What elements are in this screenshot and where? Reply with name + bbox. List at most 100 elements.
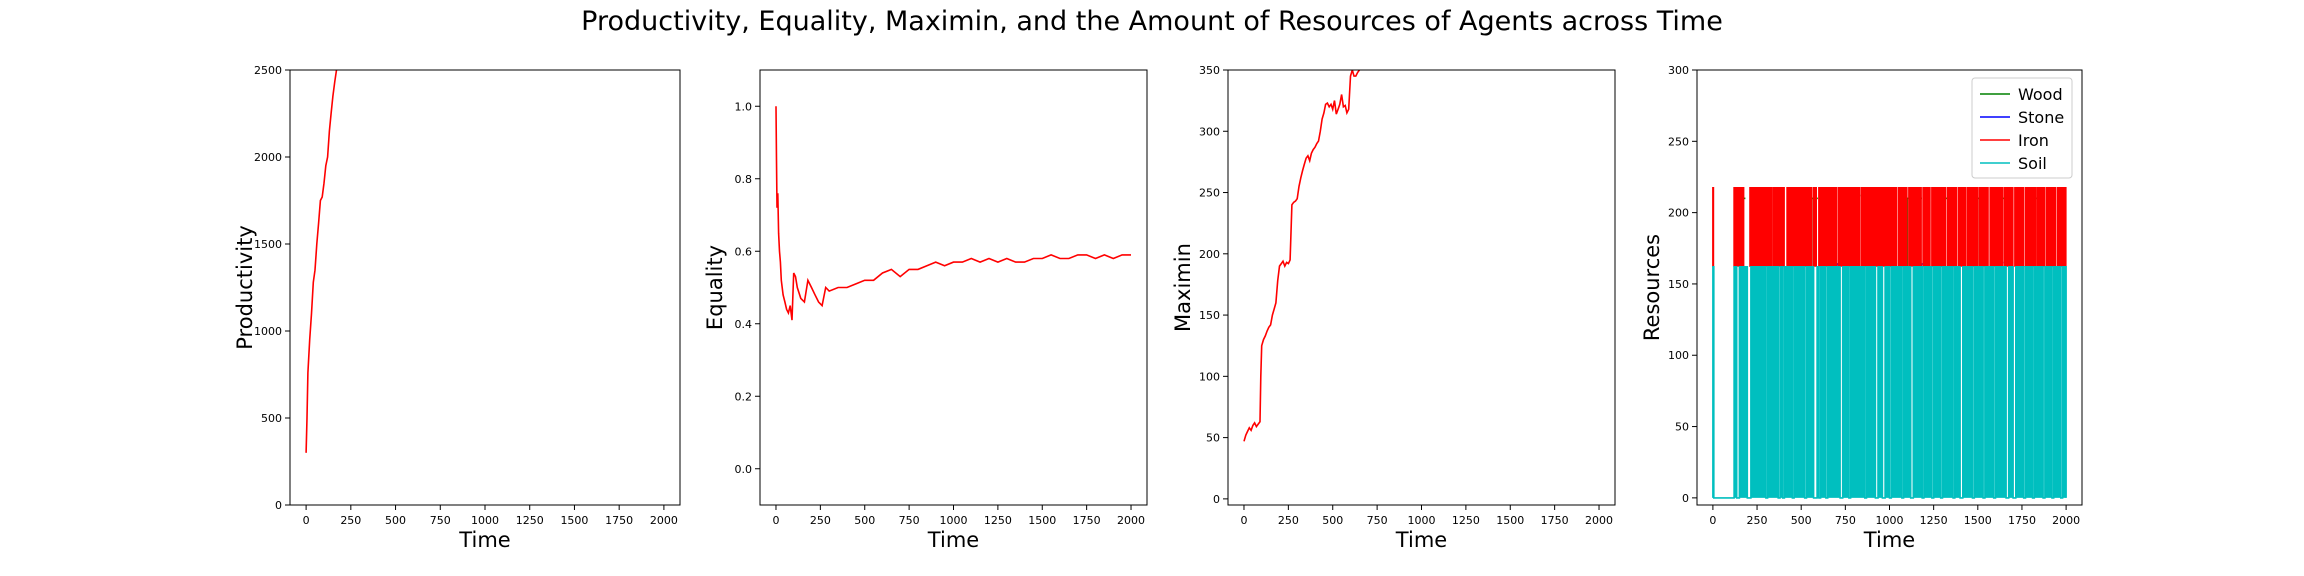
x-tick-label: 250	[340, 514, 361, 527]
x-tick-label: 1500	[1028, 514, 1056, 527]
iron-burst	[1947, 186, 1958, 267]
soil-block	[2034, 266, 2044, 498]
figure-title: Productivity, Equality, Maximin, and the…	[581, 6, 1723, 37]
legend-label-soil: Soil	[2018, 154, 2047, 173]
x-tick-label: 750	[1835, 514, 1856, 527]
soil-block	[1913, 266, 1923, 498]
iron-burst	[1989, 186, 2004, 267]
x-tick-label: 1500	[560, 514, 588, 527]
soil-block	[2044, 266, 2052, 498]
x-tick-label: 1250	[516, 514, 544, 527]
iron-burst	[2024, 186, 2037, 267]
y-tick-label: 350	[1199, 64, 1220, 77]
x-tick-label: 1000	[940, 514, 968, 527]
soil-block	[1885, 266, 1890, 498]
soil-block	[1734, 266, 1737, 498]
soil-block	[1923, 266, 1932, 498]
soil-block	[1954, 266, 1961, 498]
y-tick-label: 200	[1668, 207, 1689, 220]
y-tick-label: 0	[1213, 493, 1220, 506]
x-tick-label: 750	[899, 514, 920, 527]
plot-area	[305, 70, 338, 453]
x-tick-label: 1000	[471, 514, 499, 527]
x-tick-label: 0	[303, 514, 310, 527]
x-tick-label: 1250	[1920, 514, 1948, 527]
y-tick-label: 250	[1199, 187, 1220, 200]
y-axis-label: Resources	[1640, 234, 1664, 341]
y-tick-label: 1500	[254, 238, 282, 251]
y-tick-label: 100	[1668, 349, 1689, 362]
iron-burst	[1749, 186, 1772, 267]
iron-burst	[1733, 186, 1742, 267]
soil-block	[1827, 266, 1841, 498]
y-tick-label: 0.8	[735, 173, 753, 186]
x-tick-label: 0	[772, 514, 779, 527]
chart-panel-1: 0 250 500 750 1000 1250 1500 1750 2000 0 500 1000 15…	[233, 64, 681, 552]
soil-block	[1842, 266, 1849, 498]
iron-burst	[1818, 186, 1827, 267]
x-tick-label: 500	[1322, 514, 1343, 527]
x-tick-label: 1000	[1876, 514, 1904, 527]
legend-label-iron: Iron	[2018, 131, 2049, 150]
y-tick-label: 0.2	[735, 390, 753, 403]
y-tick-label: 200	[1199, 248, 1220, 261]
x-axis-label: Time	[927, 528, 979, 552]
iron-burst	[1796, 186, 1813, 267]
soil-block	[1933, 266, 1941, 498]
iron-burst	[1966, 186, 1979, 267]
soil-block	[1767, 266, 1779, 498]
x-tick-label: 1250	[1452, 514, 1480, 527]
y-tick-label: 0	[275, 499, 282, 512]
soil-block	[2053, 266, 2061, 498]
x-tick-label: 1750	[605, 514, 633, 527]
y-axis-label: Maximin	[1171, 243, 1195, 332]
soil-block	[1806, 266, 1814, 498]
y-tick-label: 50	[1675, 421, 1689, 434]
iron-burst	[1854, 186, 1861, 267]
soil-block	[1850, 266, 1865, 498]
soil-block	[2025, 266, 2033, 498]
x-tick-label: 750	[1367, 514, 1388, 527]
axes-frame	[289, 69, 681, 506]
y-tick-label: 150	[1199, 309, 1220, 322]
x-tick-label: 250	[1747, 514, 1768, 527]
iron-burst	[2045, 186, 2056, 267]
x-tick-label: 2000	[2052, 514, 2080, 527]
chart-panel-4: 0 250 500 750 1000 1250 1500 1750 2000 0 50 100 150 2…	[1640, 64, 2083, 552]
line-series-3	[1243, 70, 1361, 442]
soil-block	[1750, 266, 1766, 498]
soil-block	[2062, 266, 2067, 498]
iron-burst	[1826, 186, 1838, 267]
y-tick-label: 500	[261, 412, 282, 425]
plot-area	[1243, 70, 1361, 442]
iron-burst	[1741, 186, 1745, 267]
legend: Wood Stone Iron Soil	[1971, 77, 2073, 179]
y-tick-label: 0.0	[735, 463, 753, 476]
y-tick-label: 300	[1199, 125, 1220, 138]
x-tick-label: 2000	[650, 514, 678, 527]
y-tick-label: 1.0	[735, 100, 753, 113]
x-tick-label: 250	[810, 514, 831, 527]
y-tick-label: 0.4	[735, 318, 753, 331]
x-tick-label: 1750	[1541, 514, 1569, 527]
iron-burst	[1978, 186, 1989, 267]
iron-burst	[1843, 186, 1855, 267]
iron-burst	[1889, 186, 1897, 267]
y-tick-label: 300	[1668, 64, 1689, 77]
iron-burst	[1875, 186, 1891, 267]
iron-burst	[1897, 186, 1908, 267]
y-tick-label: 0	[1682, 492, 1689, 505]
soil-block	[1794, 266, 1805, 498]
iron-burst	[2037, 186, 2046, 267]
y-tick-label: 250	[1668, 135, 1689, 148]
y-axis-label: Equality	[703, 245, 727, 330]
iron-burst	[1908, 186, 1922, 267]
iron-burst	[1957, 186, 1967, 267]
axes-frame	[1227, 69, 1616, 506]
iron-burst	[1772, 186, 1785, 267]
y-axis-label: Productivity	[233, 225, 257, 350]
axes-frame	[759, 69, 1148, 506]
soil-block	[1942, 266, 1954, 498]
soil-block	[1878, 266, 1883, 498]
